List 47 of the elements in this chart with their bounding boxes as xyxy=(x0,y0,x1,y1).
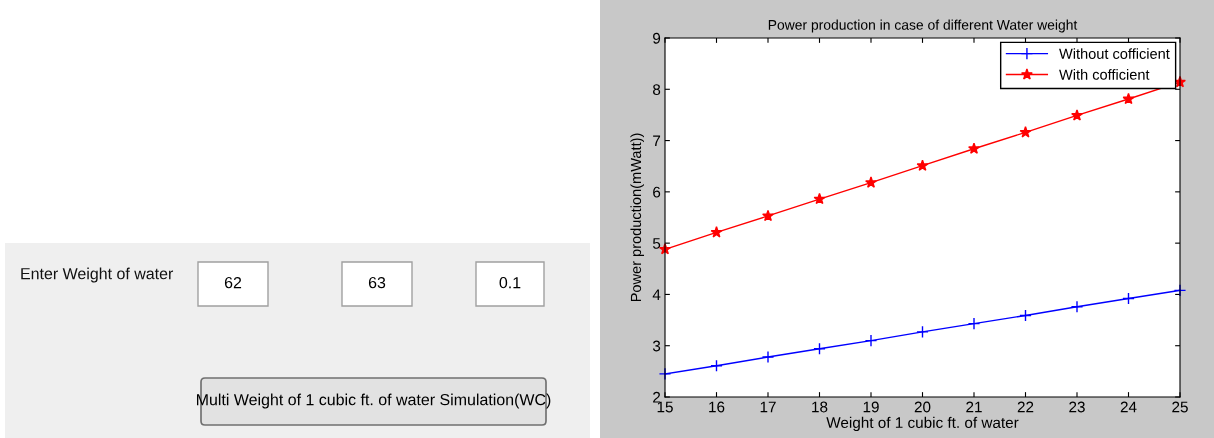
x-tick-label: 22 xyxy=(1017,401,1034,413)
point xyxy=(1122,92,1135,105)
y-axis-title: Power production(mWatt)) xyxy=(630,133,644,302)
x-axis-title: Weight of 1 cubic ft. of water xyxy=(826,416,1019,432)
x-tick-label: 20 xyxy=(914,401,931,413)
x-tick-label: 25 xyxy=(1172,401,1188,413)
y-tick-label: 3 xyxy=(652,340,661,352)
point xyxy=(1071,109,1083,121)
point xyxy=(813,192,826,205)
x-tick-label: 19 xyxy=(863,401,879,413)
point xyxy=(813,342,826,356)
text: Enter Weight of water xyxy=(21,267,174,283)
x-tick-label: 16 xyxy=(709,401,725,413)
point xyxy=(1070,300,1084,313)
point xyxy=(762,209,774,222)
point xyxy=(865,176,877,188)
point xyxy=(916,325,929,339)
chart-title: Power production in case of different Water weight xyxy=(768,19,1078,33)
point xyxy=(1122,292,1135,305)
text: 63 xyxy=(368,276,386,289)
x-tick-label: 18 xyxy=(812,401,828,413)
x-tick-label: 17 xyxy=(760,401,776,413)
point xyxy=(1019,126,1032,138)
y-tick-label: 4 xyxy=(652,289,661,300)
y-tick-label: 7 xyxy=(653,135,661,147)
point xyxy=(761,350,775,364)
point xyxy=(968,142,980,154)
y-tick-label: 6 xyxy=(653,186,661,198)
point xyxy=(967,317,981,330)
point xyxy=(710,226,723,238)
y-tick-label: 2 xyxy=(653,391,661,403)
text: 0.1 xyxy=(499,276,521,289)
y-tick-label: 9 xyxy=(653,32,661,44)
x-tick-label: 21 xyxy=(966,401,982,413)
point xyxy=(864,334,878,347)
legend-label: Without cofficient xyxy=(1059,48,1170,59)
y-tick-label: 8 xyxy=(653,84,661,95)
point xyxy=(710,359,723,372)
x-tick-label: 23 xyxy=(1069,401,1085,413)
point xyxy=(1019,309,1032,322)
y-tick-label: 5 xyxy=(652,238,661,249)
point xyxy=(916,159,929,171)
legend-label: With cofficient xyxy=(1059,69,1150,80)
x-tick-label: 15 xyxy=(657,401,673,413)
x-tick-label: 24 xyxy=(1120,401,1137,413)
text: 62 xyxy=(224,276,242,289)
text: Multi Weight of 1 cubic ft. of water Simulation(WC) xyxy=(196,393,551,409)
